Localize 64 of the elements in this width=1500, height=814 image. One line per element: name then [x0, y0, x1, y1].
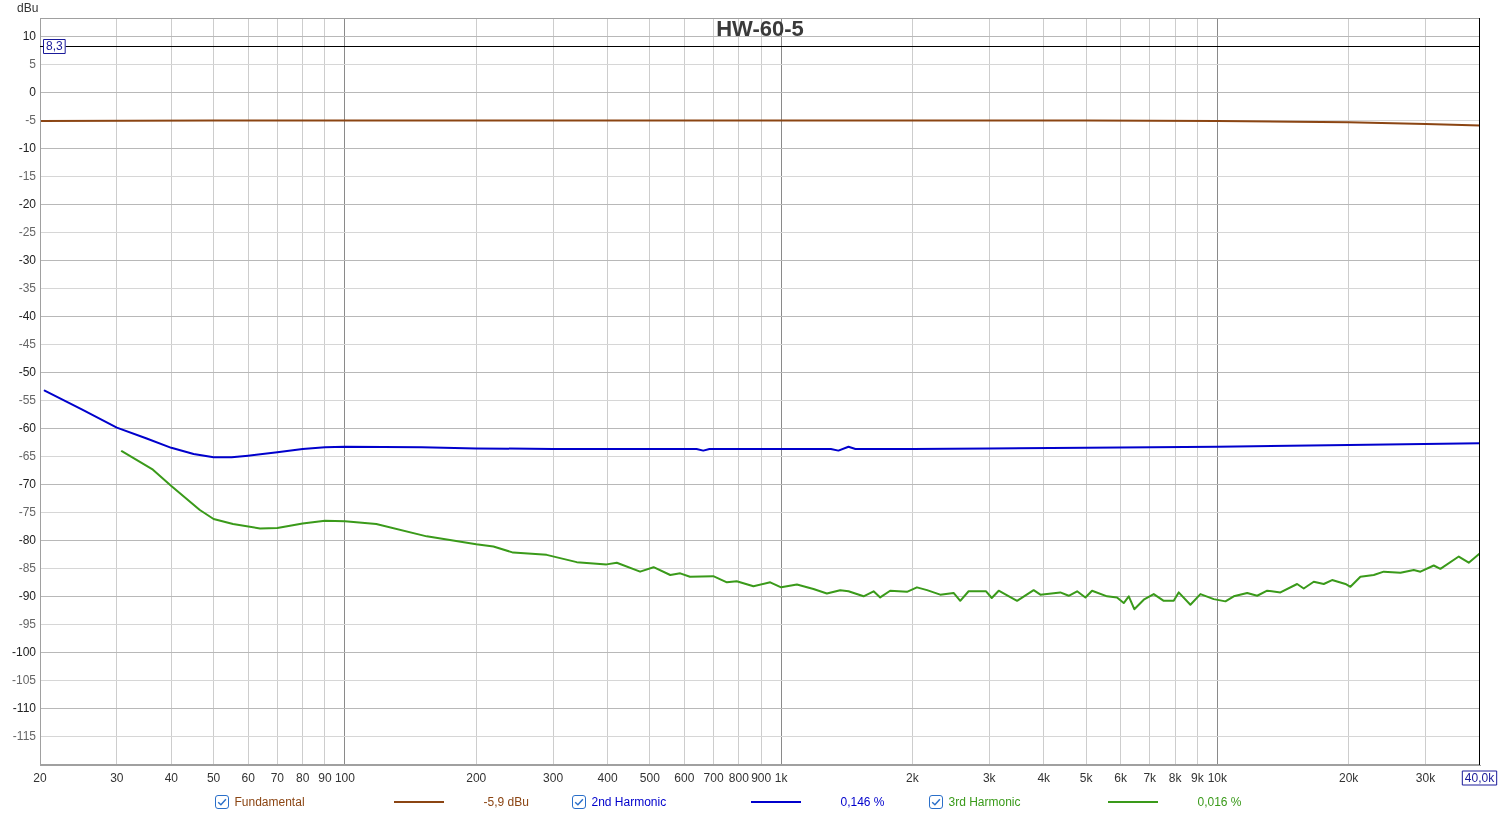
x-tick-label: 20: [33, 770, 47, 785]
x-tick-label: 900: [751, 770, 772, 785]
x-tick-label: 90: [318, 770, 332, 785]
x-tick-label: 7k: [1143, 770, 1158, 785]
y-tick-label: -90: [18, 589, 37, 604]
y-tick-label: -20: [18, 196, 37, 211]
x-tick-label: 100: [334, 770, 356, 785]
x-tick-label: 600: [674, 770, 695, 785]
y-tick-label: -60: [18, 421, 37, 436]
y-tick-label: -75: [18, 505, 37, 520]
y-tick-label: -55: [18, 393, 37, 408]
y-tick-label: 10: [22, 28, 37, 43]
y-tick-label: -5: [25, 112, 37, 127]
ref-line-label: 8,3: [46, 39, 64, 54]
x-tick-label: 200: [466, 770, 487, 785]
x-tick-label: 700: [703, 770, 724, 785]
x-tick-label: 9k: [1191, 770, 1205, 785]
y-tick-label: -95: [18, 617, 37, 632]
y-tick-label: -10: [18, 140, 37, 155]
y-tick-label: -70: [18, 477, 37, 492]
x-tick-label: 1k: [774, 770, 789, 785]
y-tick-label: -45: [18, 337, 37, 352]
x-tick-label: 400: [597, 770, 618, 785]
y-tick-label: -50: [18, 365, 37, 380]
text: 2nd Harmonic: [591, 795, 668, 809]
text: -5,9 dBu: [483, 795, 529, 809]
x-tick-label: 70: [270, 770, 285, 785]
x-tick-label: 300: [543, 770, 564, 785]
y-tick-label: -40: [18, 309, 37, 323]
y-tick-label: -105: [11, 673, 37, 688]
x-tick-label: 50: [206, 770, 221, 785]
x-tick-label: 4k: [1037, 770, 1052, 785]
y-tick-label: -115: [12, 729, 37, 744]
x-tick-label: 6k: [1114, 770, 1128, 785]
x-tick-label: 5k: [1079, 770, 1094, 785]
x-tick-label: 8k: [1168, 770, 1183, 785]
y-tick-label: -65: [18, 449, 37, 464]
x-tick-label: 20k: [1339, 770, 1360, 785]
text: 3rd Harmonic: [948, 795, 1022, 809]
y-tick-label: -80: [18, 533, 37, 548]
y-tick-label: 0: [29, 84, 37, 99]
x-tick-label: 3k: [982, 770, 997, 785]
x-tick-label: 500: [639, 770, 661, 785]
y-tick-label: -30: [18, 252, 37, 267]
text: 0,016 %: [1197, 795, 1242, 809]
x-tick-label: 800: [728, 770, 750, 785]
x-tick-label: 30: [110, 770, 124, 785]
x-tick-label: 2k: [906, 770, 920, 785]
y-tick-label: 5: [29, 56, 37, 71]
x-tick-label: 30k: [1415, 770, 1437, 785]
y-axis-title: dBu: [17, 1, 39, 15]
text: 0,146 %: [840, 795, 885, 809]
y-tick-label: -25: [18, 224, 37, 239]
x-tick-label: 60: [241, 770, 256, 785]
y-tick-label: -85: [18, 561, 37, 576]
y-tick-label: -110: [12, 701, 37, 716]
ref-line-label: 40,0k: [1464, 770, 1496, 785]
x-tick-label: 80: [295, 770, 310, 785]
y-tick-label: -15: [18, 168, 37, 183]
y-tick-label: -35: [18, 280, 37, 295]
text: Fundamental: [234, 795, 306, 809]
x-tick-label: 40: [164, 770, 179, 785]
y-tick-label: -100: [11, 645, 37, 660]
x-tick-label: 10k: [1207, 770, 1229, 785]
